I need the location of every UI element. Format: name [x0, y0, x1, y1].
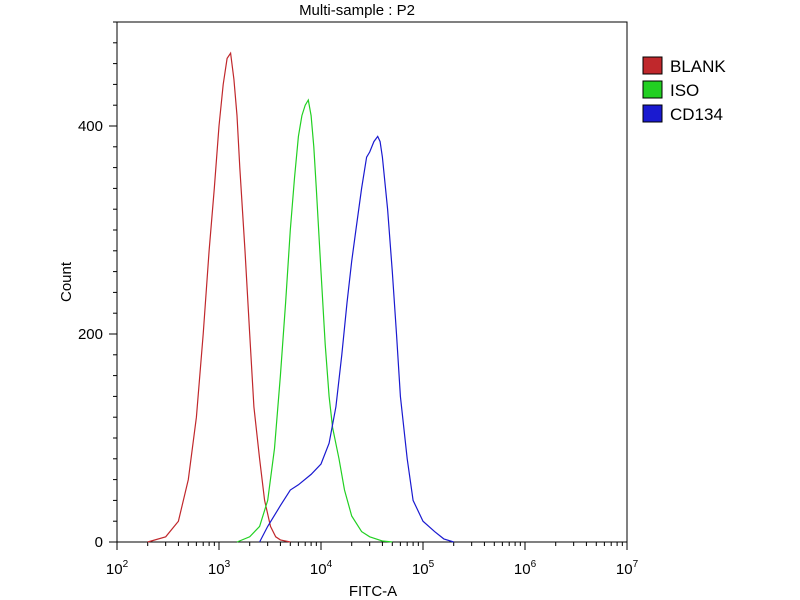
legend-label-iso: ISO	[670, 81, 699, 100]
x-tick-base: 10	[106, 561, 123, 578]
plot-frame	[116, 21, 628, 543]
y-axis-label: Count	[58, 261, 75, 302]
x-tick-exponent: 2	[123, 559, 129, 570]
y-tick-label: 0	[95, 534, 103, 551]
x-tick-label: 106	[514, 559, 537, 578]
legend: BLANK ISO CD134	[642, 56, 726, 124]
x-tick-label: 105	[412, 559, 435, 578]
series-line-cd134	[259, 135, 454, 543]
legend-label-cd134: CD134	[670, 105, 723, 124]
x-tick-base: 10	[514, 561, 531, 578]
x-tick-base: 10	[208, 561, 225, 578]
x-tick-base: 10	[616, 561, 633, 578]
x-tick-exponent: 7	[633, 559, 639, 570]
x-tick-exponent: 6	[531, 559, 537, 570]
x-axis-ticks: 102 103 104 105 106 107	[106, 542, 639, 578]
x-axis-label: FITC-A	[349, 583, 397, 600]
x-tick-label: 107	[616, 559, 639, 578]
legend-swatch-cd134	[642, 104, 663, 123]
x-tick-base: 10	[310, 561, 327, 578]
x-tick-base: 10	[412, 561, 429, 578]
legend-swatch-iso	[642, 80, 663, 99]
series-line-iso	[236, 98, 393, 543]
x-tick-exponent: 3	[225, 559, 231, 570]
chart-title: Multi-sample : P2	[299, 2, 415, 19]
legend-swatch-blank	[642, 56, 663, 75]
legend-label-blank: BLANK	[670, 57, 726, 76]
x-tick-exponent: 5	[429, 559, 435, 570]
y-tick-label: 200	[78, 326, 103, 343]
series-line-blank	[147, 51, 291, 543]
x-tick-label: 104	[310, 559, 333, 578]
x-tick-label: 103	[208, 559, 231, 578]
y-axis-ticks: 0 200 400	[78, 21, 117, 551]
x-tick-label: 102	[106, 559, 129, 578]
series-lines	[147, 51, 454, 543]
y-tick-label: 400	[78, 118, 103, 135]
x-tick-exponent: 4	[327, 559, 333, 570]
